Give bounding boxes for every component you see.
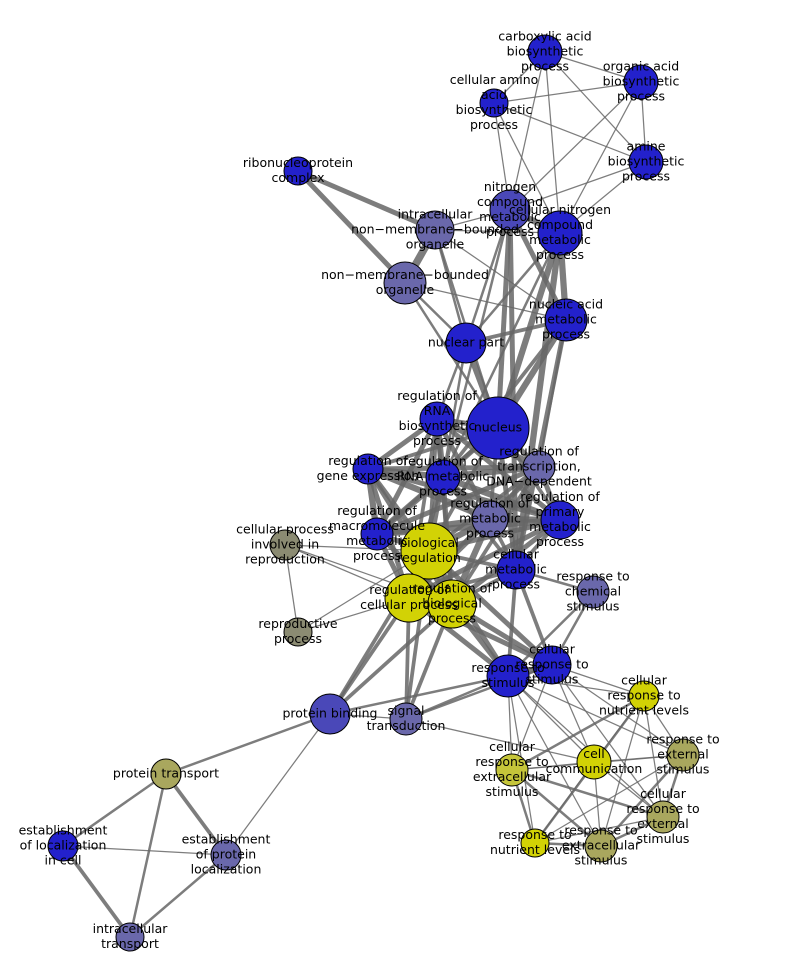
graph-edge [507,675,684,756]
graph-node[interactable] [544,298,588,342]
graph-node[interactable] [520,828,550,858]
graph-edge [507,675,645,697]
graph-node[interactable] [576,744,612,780]
graph-edge [62,845,227,856]
graph-edge [551,664,664,818]
graph-node[interactable] [210,839,242,871]
graph-node[interactable] [471,500,509,538]
graph-edge [559,81,642,234]
graph-edge [367,466,561,523]
graph-edge [544,51,647,163]
graph-edge [544,51,561,234]
graph-node[interactable] [466,396,530,460]
graph-node[interactable] [283,617,313,647]
graph-node[interactable] [425,459,461,495]
graph-edge [376,516,561,538]
graph-edge [495,209,513,429]
graph-edge [600,695,645,847]
graph-edge [128,773,168,938]
graph-edge [366,466,492,522]
graph-edge [434,229,567,321]
graph-node[interactable] [527,34,563,70]
graph-edge [643,695,664,818]
graph-node[interactable] [384,573,434,623]
graph-edge [509,161,647,211]
svg-text:cellular amino: cellular amino [450,72,539,87]
graph-edge [329,674,509,716]
graph-edge [129,854,227,938]
graph-node[interactable] [400,522,458,580]
graph-edge [511,768,664,819]
graph-node[interactable] [666,738,700,772]
graph-node[interactable] [540,500,580,540]
graph-edge [512,232,564,571]
graph-edge [441,342,468,478]
graph-node[interactable] [360,517,394,551]
graph-edge [511,694,645,772]
graph-edge [511,769,602,847]
graph-edge [328,602,454,716]
edges-layer [61,51,685,939]
graph-edge [165,712,331,776]
graph-edge [493,102,647,163]
graph-node[interactable] [47,830,79,862]
graph-edge [404,282,567,321]
graph-node[interactable] [522,450,556,484]
graph-node[interactable] [115,922,145,952]
svg-text:process: process [470,117,518,132]
graph-edge [509,51,546,211]
graph-node[interactable] [537,210,583,256]
graph-node[interactable] [623,64,659,100]
graph-edge [600,754,684,847]
graph-edge [225,713,331,856]
graph-edge [296,169,407,285]
graph-edge [61,844,132,939]
graph-node[interactable] [496,550,536,590]
graph-node[interactable] [309,693,351,735]
graph-node[interactable] [269,529,301,561]
graph-node[interactable] [584,829,618,863]
graph-node[interactable] [628,144,664,180]
graph-edge [509,81,642,211]
graph-edge [62,772,167,848]
graph-node[interactable] [495,753,529,787]
graph-node[interactable] [427,579,477,629]
graph-edge [493,81,642,104]
graph-edge [405,718,595,763]
graph-node[interactable] [646,800,680,834]
graph-edge [507,675,664,818]
graph-edge [537,319,568,468]
graph-node[interactable] [489,189,531,231]
graph-node[interactable] [628,680,660,712]
graph-node[interactable] [352,453,384,485]
graph-node[interactable] [445,322,487,364]
nodes-layer [47,34,700,952]
graph-node[interactable] [389,702,423,736]
graph-edge [297,168,436,233]
graph-edge [441,232,562,478]
graph-node[interactable] [415,210,455,250]
graph-node[interactable] [479,88,509,118]
graph-edge [164,772,228,857]
graph-edge [465,232,561,344]
graph-node[interactable] [532,645,572,685]
graph-node[interactable] [419,401,455,437]
graph-edge [507,675,602,847]
graph-node[interactable] [576,575,610,609]
graph-node[interactable] [283,156,313,186]
graph-edge [493,102,561,234]
graph-edge [374,417,440,536]
graph-node[interactable] [150,758,182,790]
graph-node[interactable] [486,654,530,698]
graph-node[interactable] [383,261,427,305]
